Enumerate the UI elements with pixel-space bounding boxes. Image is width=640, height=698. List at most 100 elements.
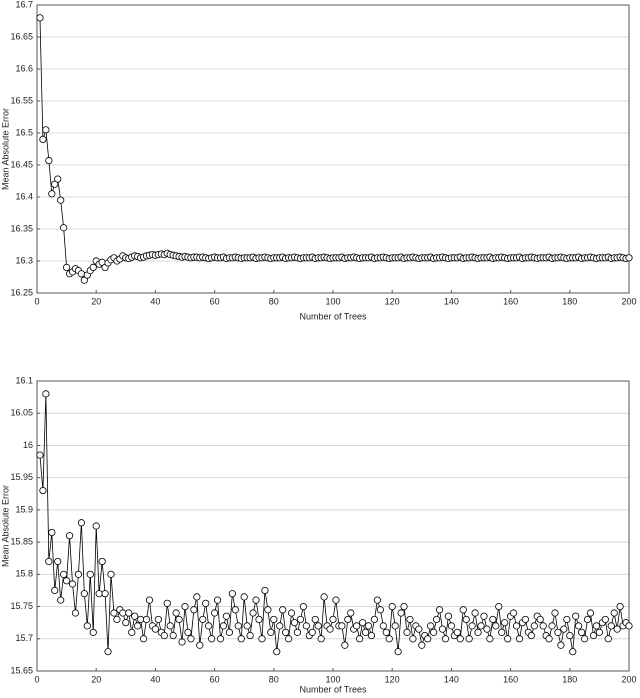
data-point bbox=[415, 625, 423, 633]
x-tick-label: 200 bbox=[621, 296, 636, 306]
data-point bbox=[293, 628, 302, 636]
data-point bbox=[575, 622, 583, 630]
x-tick-label: 200 bbox=[621, 674, 636, 684]
x-tick-label: 0 bbox=[34, 296, 39, 306]
data-point bbox=[353, 622, 361, 630]
data-point bbox=[483, 625, 491, 633]
data-point bbox=[71, 609, 80, 617]
y-tick-label: 16.35 bbox=[10, 223, 33, 233]
data-point bbox=[486, 635, 494, 643]
data-point bbox=[400, 602, 408, 611]
data-point bbox=[397, 609, 405, 617]
data-point bbox=[110, 609, 118, 617]
data-point bbox=[246, 631, 254, 640]
data-point bbox=[527, 631, 535, 640]
y-tick-label: 15.65 bbox=[10, 665, 33, 675]
y-tick-label: 16.4 bbox=[15, 191, 33, 201]
data-point bbox=[80, 590, 88, 598]
data-point bbox=[249, 609, 257, 617]
data-point bbox=[572, 612, 580, 620]
y-tick-label: 16.5 bbox=[15, 127, 33, 137]
data-point bbox=[240, 593, 248, 601]
x-tick-label: 20 bbox=[91, 674, 101, 684]
x-tick-label: 120 bbox=[385, 296, 400, 306]
data-point bbox=[163, 599, 171, 607]
y-tick-label: 16 bbox=[23, 440, 33, 450]
data-point bbox=[193, 593, 201, 601]
x-tick-label: 100 bbox=[325, 674, 340, 684]
data-point bbox=[62, 577, 71, 585]
data-point bbox=[231, 606, 239, 614]
data-point bbox=[385, 635, 393, 643]
data-point bbox=[62, 263, 71, 271]
data-point bbox=[498, 628, 506, 636]
data-point bbox=[388, 602, 396, 611]
data-point bbox=[504, 635, 512, 643]
data-point bbox=[317, 635, 325, 643]
data-point bbox=[580, 635, 589, 643]
data-point bbox=[89, 263, 97, 271]
data-point bbox=[113, 615, 121, 624]
data-line bbox=[39, 17, 630, 282]
y-tick-label: 15.8 bbox=[15, 569, 33, 579]
data-point bbox=[68, 580, 77, 588]
data-point bbox=[184, 628, 192, 636]
data-point bbox=[471, 609, 479, 617]
y-tick-label: 16.65 bbox=[10, 31, 33, 41]
data-point bbox=[36, 451, 44, 459]
data-point bbox=[302, 622, 310, 630]
x-tick-label: 60 bbox=[210, 674, 220, 684]
data-point bbox=[427, 622, 435, 630]
data-point bbox=[222, 612, 231, 620]
data-point bbox=[125, 609, 133, 617]
data-point bbox=[83, 622, 91, 630]
data-point bbox=[54, 175, 62, 183]
data-point bbox=[296, 615, 305, 624]
plot-frame bbox=[36, 380, 630, 672]
data-point bbox=[551, 609, 559, 617]
data-point bbox=[255, 615, 263, 624]
data-point bbox=[418, 641, 426, 649]
data-point bbox=[376, 606, 384, 614]
data-point bbox=[509, 609, 518, 617]
y-tick-label: 16.25 bbox=[10, 287, 33, 297]
x-tick-label: 160 bbox=[503, 296, 518, 306]
data-point bbox=[492, 622, 500, 630]
data-point bbox=[459, 606, 467, 614]
chart: 15.65 15.7 15.75 15.8 15.85 15.9 15.95 16 16.05 1… bbox=[0, 375, 636, 694]
data-point bbox=[610, 609, 618, 617]
data-point bbox=[512, 622, 521, 630]
y-tick-label: 15.75 bbox=[10, 601, 33, 611]
data-point bbox=[586, 609, 595, 617]
data-point bbox=[406, 615, 414, 624]
data-point bbox=[273, 648, 281, 656]
x-tick-label: 0 bbox=[34, 674, 39, 684]
data-point bbox=[468, 622, 476, 630]
data-point bbox=[373, 596, 381, 604]
x-tick-label: 120 bbox=[385, 674, 400, 684]
data-point bbox=[453, 628, 461, 636]
data-point bbox=[341, 641, 349, 649]
data-point bbox=[462, 615, 470, 624]
y-tick-label: 16.6 bbox=[15, 63, 33, 73]
data-point bbox=[474, 628, 482, 636]
data-point bbox=[77, 270, 86, 278]
data-point bbox=[308, 628, 316, 636]
y-tick-label: 16.1 bbox=[15, 375, 33, 385]
data-point bbox=[554, 628, 562, 636]
data-point bbox=[39, 486, 47, 495]
data-point bbox=[122, 619, 130, 627]
data-point bbox=[382, 628, 390, 636]
data-point bbox=[276, 622, 284, 630]
y-axis-label: Mean Absolute Error bbox=[0, 108, 10, 190]
data-point bbox=[358, 619, 367, 627]
y-tick-label: 16.3 bbox=[15, 255, 33, 265]
data-point bbox=[361, 628, 370, 636]
data-point bbox=[225, 628, 233, 636]
y-axis-label: Mean Absolute Error bbox=[0, 485, 10, 567]
data-point bbox=[501, 619, 509, 627]
x-axis-label: Number of Trees bbox=[299, 311, 367, 321]
data-point bbox=[36, 14, 44, 22]
data-point bbox=[142, 615, 151, 624]
data-point bbox=[196, 641, 204, 649]
